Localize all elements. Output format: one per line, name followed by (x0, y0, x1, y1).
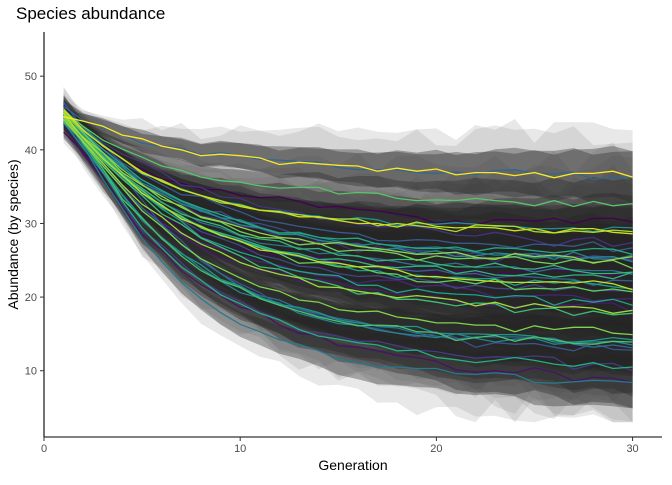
series-line-24 (63, 111, 633, 256)
ribbon-outer-27 (63, 102, 633, 334)
series-line-39 (63, 116, 633, 179)
ribbon-28 (63, 115, 633, 340)
ribbon-outer-6 (63, 102, 633, 307)
ribbon-19 (63, 110, 633, 288)
ribbon-9 (63, 111, 633, 287)
series-line-25 (63, 108, 633, 370)
ribbon-outer-9 (63, 104, 633, 319)
ribbon-25 (63, 102, 633, 394)
ribbon-11 (63, 96, 633, 277)
ribbon-34 (63, 110, 633, 288)
ribbon-38 (63, 102, 633, 260)
series-line-34 (63, 116, 633, 264)
ribbon-outer-4 (63, 101, 633, 364)
series-line-11 (63, 102, 633, 253)
ribbon-outer-13 (63, 94, 633, 221)
series-line-7 (63, 121, 633, 372)
chart-title: Species abundance (16, 4, 166, 23)
ribbon-outer-38 (63, 99, 633, 298)
series-line-19 (63, 116, 633, 263)
y-tick-label-40: 40 (25, 145, 37, 157)
series-line-23 (63, 111, 633, 306)
y-tick-label-20: 20 (25, 292, 37, 304)
series-line-37 (63, 113, 633, 291)
ribbon-outer-33 (63, 100, 633, 385)
x-tick-label-20: 20 (430, 443, 442, 455)
ribbon-27 (63, 112, 633, 299)
y-tick-label-10: 10 (25, 366, 37, 378)
ribbon-13 (63, 99, 633, 204)
y-tick-label-30: 30 (25, 218, 37, 230)
series-line-30 (63, 110, 633, 208)
ribbon-20 (63, 102, 633, 257)
series-line-36 (63, 111, 633, 234)
ribbon-39 (63, 110, 633, 203)
ribbon-outer-39 (63, 105, 633, 234)
ribbon-1 (63, 125, 633, 301)
ribbon-24 (63, 104, 633, 281)
ribbon-outer-35 (63, 104, 633, 376)
ribbon-21 (63, 107, 633, 366)
ribbon-outer-1 (63, 121, 633, 327)
x-tick-label-0: 0 (41, 443, 47, 455)
ribbon-outer-2 (63, 113, 633, 423)
x-tick-label-10: 10 (234, 443, 246, 455)
ribbon-4 (63, 107, 633, 326)
ribbon-outer-20 (63, 98, 633, 285)
ribbon-outer-18 (63, 109, 633, 397)
ribbon-outer-29 (63, 100, 633, 395)
series-line-27 (63, 118, 633, 275)
ribbon-outer-34 (63, 109, 633, 318)
series-line-5 (63, 108, 633, 264)
ribbon-outer-17 (63, 96, 633, 319)
axes-layer: 0 10 20 30 10 20 30 40 50 (25, 32, 662, 455)
y-axis-title: Abundance (by species) (5, 159, 21, 309)
ribbon-32 (63, 106, 633, 295)
series-layer (63, 101, 633, 384)
series-line-32 (63, 112, 633, 270)
series-line-35 (63, 119, 633, 314)
ribbon-16 (63, 108, 633, 409)
ribbon-outer-0 (63, 106, 633, 287)
ribbon-22 (63, 116, 633, 315)
ribbon-outer-7 (63, 113, 633, 423)
series-line-16 (63, 114, 633, 384)
ribbon-36 (63, 104, 633, 258)
series-line-38 (63, 108, 633, 235)
ribbon-35 (63, 113, 633, 339)
ribbon-outer-32 (63, 97, 633, 330)
y-tick-label-50: 50 (25, 71, 37, 83)
ribbon-outer-36 (63, 102, 633, 296)
series-line-0 (63, 114, 633, 226)
series-line-28 (63, 121, 633, 317)
ribbon-outer-21 (63, 100, 633, 408)
ribbon-6 (63, 107, 633, 272)
ribbon-31 (63, 109, 633, 318)
ribbon-17 (63, 104, 633, 285)
ribbon-outer-10 (63, 86, 633, 403)
series-line-33 (63, 115, 633, 336)
ribbon-outer-14 (63, 107, 633, 401)
series-line-29 (63, 114, 633, 345)
ribbon-outer-22 (63, 110, 633, 344)
series-line-2 (63, 123, 633, 384)
x-axis-title: Generation (318, 457, 387, 473)
ribbon-0 (63, 107, 633, 248)
x-tick-label-30: 30 (626, 443, 638, 455)
